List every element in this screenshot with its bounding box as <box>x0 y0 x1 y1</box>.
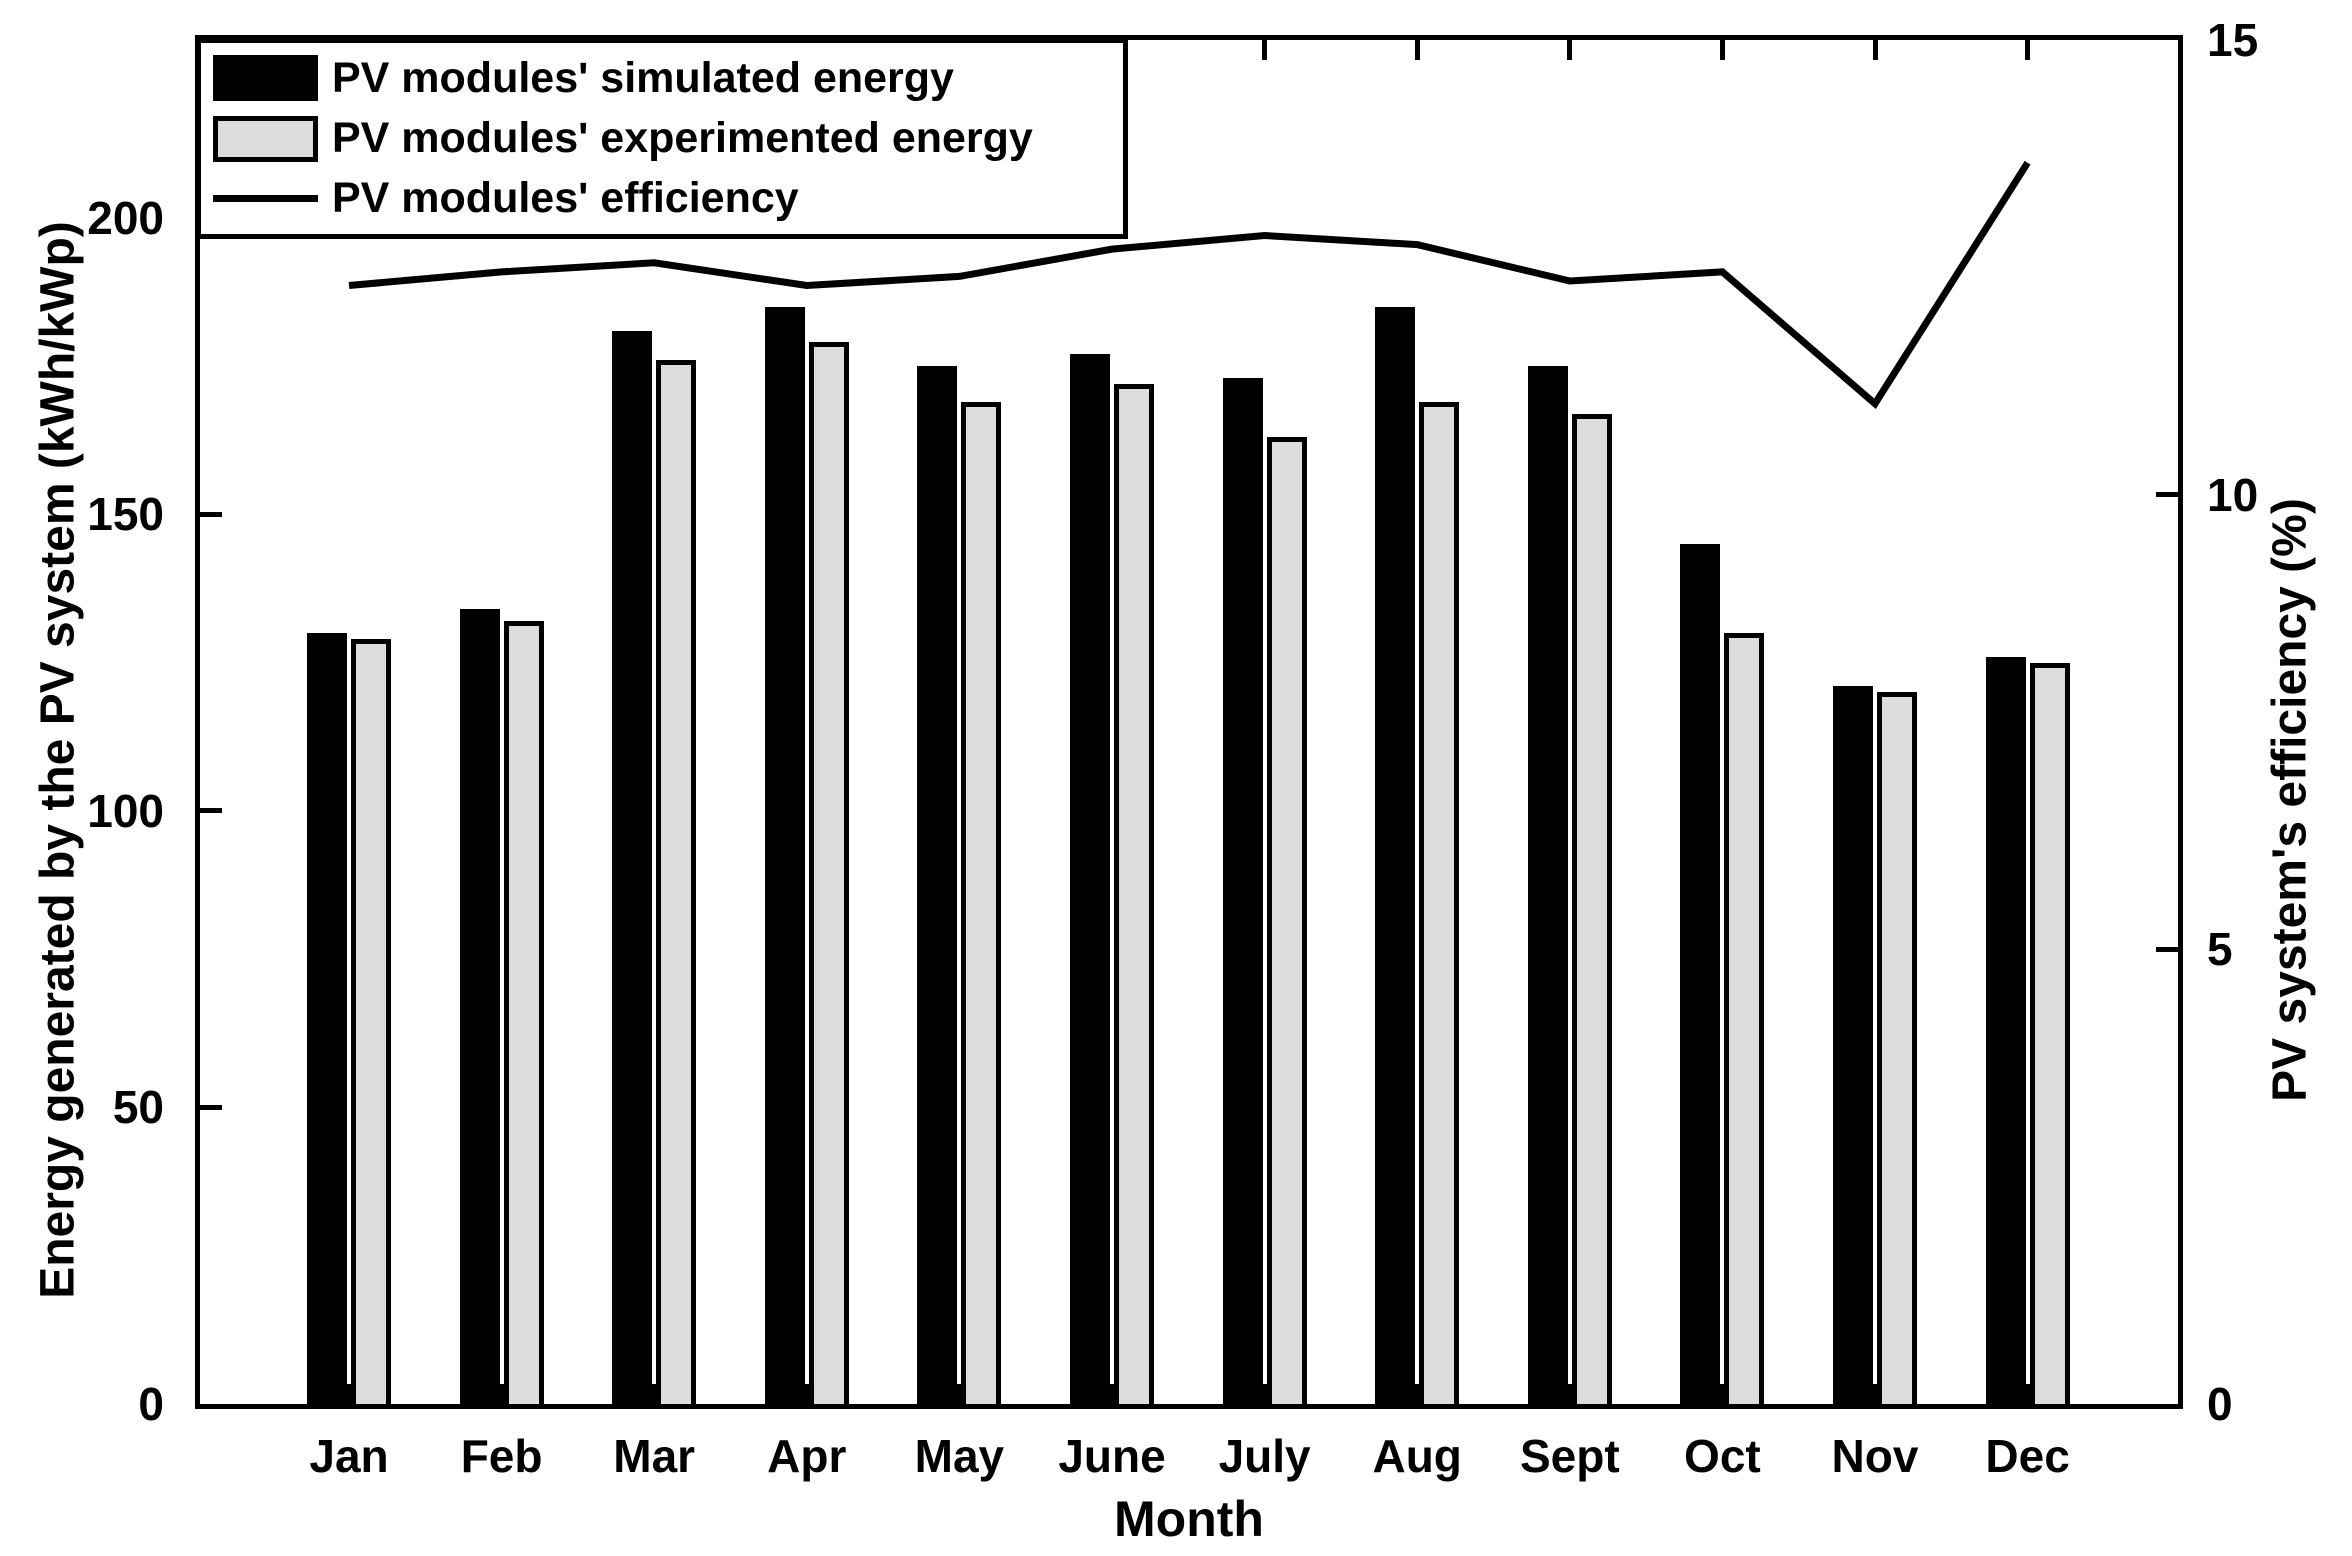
x-tick-label-june: June <box>1058 1430 1166 1482</box>
x-tick-bottom <box>2025 1384 2031 1404</box>
x-tick-bottom <box>1872 1384 1878 1404</box>
right-y-tick <box>2156 946 2178 952</box>
x-tick-top <box>1719 40 1725 60</box>
x-tick-label-may: May <box>914 1430 1005 1482</box>
left-y-tick-label: 200 <box>87 191 164 244</box>
bar-experimented-june <box>1114 383 1154 1404</box>
bar-experimented-sept <box>1571 413 1612 1404</box>
left-y-tick <box>200 808 222 814</box>
x-tick-label-feb: Feb <box>460 1430 543 1482</box>
left-y-tick-label: 100 <box>87 784 164 837</box>
x-tick-bottom <box>1567 1384 1573 1404</box>
legend-label: PV modules' experimented energy <box>332 114 1033 162</box>
x-tick-top <box>2025 40 2031 60</box>
right-y-tick <box>2156 492 2178 498</box>
bar-experimented-mar <box>656 360 697 1404</box>
bar-simulated-july <box>1222 378 1263 1404</box>
x-tick-bottom <box>804 1384 810 1404</box>
left-y-tick-label: 0 <box>138 1378 164 1430</box>
right-y-tick-label: 10 <box>2207 468 2259 521</box>
bar-experimented-nov <box>1877 692 1917 1404</box>
x-tick-label-oct: Oct <box>1684 1430 1761 1482</box>
left-y-tick-label: 150 <box>87 488 164 541</box>
legend-swatch-black-bar-icon <box>213 55 318 102</box>
right-y-tick-label: 5 <box>2207 923 2233 976</box>
x-tick-bottom <box>956 1384 962 1404</box>
bar-simulated-feb <box>459 609 500 1404</box>
right-y-tick-label: 0 <box>2207 1378 2233 1430</box>
x-tick-label-aug: Aug <box>1372 1430 1462 1482</box>
plot-area <box>200 40 2178 1404</box>
x-tick-label-jan: Jan <box>309 1430 389 1482</box>
x-axis-title: Month <box>1114 1491 1264 1547</box>
bar-experimented-dec <box>2029 662 2070 1404</box>
left-y-tick <box>200 511 222 517</box>
bar-experimented-jan <box>351 638 391 1404</box>
x-tick-top <box>1414 40 1420 60</box>
bar-simulated-sept <box>1527 366 1568 1404</box>
x-tick-bottom <box>1719 1384 1725 1404</box>
legend-swatch-line-icon <box>213 195 318 203</box>
bar-experimented-oct <box>1724 633 1765 1404</box>
x-tick-bottom <box>1109 1384 1115 1404</box>
x-tick-top <box>1262 40 1268 60</box>
legend-swatch-gray-bar-icon <box>213 115 318 162</box>
legend-label: PV modules' simulated energy <box>332 53 954 102</box>
bar-simulated-dec <box>1985 656 2026 1404</box>
legend: PV modules' simulated energy PV modules'… <box>196 38 1128 239</box>
x-tick-label-sept: Sept <box>1519 1430 1620 1482</box>
bar-simulated-jan <box>307 633 347 1404</box>
x-tick-top <box>1567 40 1573 60</box>
x-tick-label-dec: Dec <box>1985 1430 2070 1482</box>
x-tick-bottom <box>346 1384 352 1404</box>
x-tick-label-nov: Nov <box>1831 1430 1919 1482</box>
x-tick-bottom <box>1414 1384 1420 1404</box>
legend-item-efficiency: PV modules' efficiency <box>201 170 1123 228</box>
bar-simulated-mar <box>612 330 653 1404</box>
legend-label: PV modules' efficiency <box>332 174 799 223</box>
bar-simulated-june <box>1070 354 1110 1404</box>
legend-item-experimented: PV modules' experimented energy <box>201 110 1123 168</box>
x-tick-label-mar: Mar <box>613 1430 696 1482</box>
bar-experimented-feb <box>503 621 544 1404</box>
x-tick-label-july: July <box>1218 1430 1311 1482</box>
bar-experimented-july <box>1266 437 1307 1404</box>
x-tick-top <box>1872 40 1878 60</box>
bar-simulated-may <box>917 366 958 1404</box>
bar-simulated-oct <box>1680 544 1721 1404</box>
right-y-axis-title: PV system's efficiency (%) <box>2263 498 2317 1102</box>
x-tick-bottom <box>651 1384 657 1404</box>
bar-simulated-aug <box>1375 306 1416 1404</box>
bar-experimented-aug <box>1419 401 1460 1404</box>
legend-item-simulated: PV modules' simulated energy <box>201 49 1123 107</box>
bar-experimented-apr <box>808 342 849 1404</box>
x-tick-bottom <box>499 1384 505 1404</box>
bar-experimented-may <box>961 401 1002 1404</box>
efficiency-line <box>348 160 2031 410</box>
left-y-tick-label: 50 <box>112 1081 164 1134</box>
x-tick-label-apr: Apr <box>767 1430 847 1482</box>
bar-simulated-apr <box>764 306 805 1404</box>
left-y-tick <box>200 1104 222 1110</box>
bar-simulated-nov <box>1833 686 1873 1404</box>
right-y-tick-label: 15 <box>2207 14 2259 66</box>
x-tick-bottom <box>1262 1384 1268 1404</box>
